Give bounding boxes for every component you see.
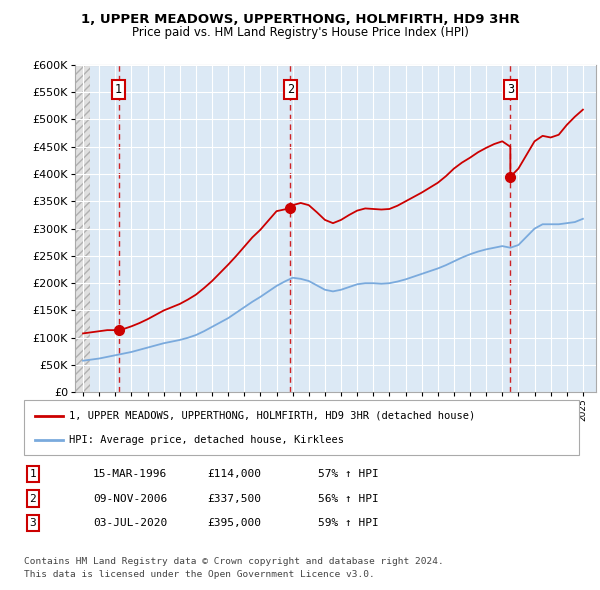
- Text: Price paid vs. HM Land Registry's House Price Index (HPI): Price paid vs. HM Land Registry's House …: [131, 26, 469, 39]
- Text: 59% ↑ HPI: 59% ↑ HPI: [318, 518, 379, 527]
- Text: 03-JUL-2020: 03-JUL-2020: [93, 518, 167, 527]
- Text: This data is licensed under the Open Government Licence v3.0.: This data is licensed under the Open Gov…: [24, 571, 375, 579]
- Text: HPI: Average price, detached house, Kirklees: HPI: Average price, detached house, Kirk…: [69, 435, 344, 445]
- Text: 3: 3: [507, 83, 514, 96]
- Text: £395,000: £395,000: [207, 518, 261, 527]
- Text: 1, UPPER MEADOWS, UPPERTHONG, HOLMFIRTH, HD9 3HR (detached house): 1, UPPER MEADOWS, UPPERTHONG, HOLMFIRTH,…: [69, 411, 475, 421]
- Text: 2: 2: [29, 494, 37, 503]
- Text: 3: 3: [29, 518, 37, 527]
- Text: £337,500: £337,500: [207, 494, 261, 503]
- Text: 15-MAR-1996: 15-MAR-1996: [93, 470, 167, 479]
- Text: 2: 2: [287, 83, 294, 96]
- Text: 1, UPPER MEADOWS, UPPERTHONG, HOLMFIRTH, HD9 3HR: 1, UPPER MEADOWS, UPPERTHONG, HOLMFIRTH,…: [80, 13, 520, 26]
- Bar: [75, 65, 89, 392]
- Text: 1: 1: [115, 83, 122, 96]
- Text: 57% ↑ HPI: 57% ↑ HPI: [318, 470, 379, 479]
- Text: 56% ↑ HPI: 56% ↑ HPI: [318, 494, 379, 503]
- Text: 09-NOV-2006: 09-NOV-2006: [93, 494, 167, 503]
- Text: 1: 1: [29, 470, 37, 479]
- Text: £114,000: £114,000: [207, 470, 261, 479]
- Text: Contains HM Land Registry data © Crown copyright and database right 2024.: Contains HM Land Registry data © Crown c…: [24, 558, 444, 566]
